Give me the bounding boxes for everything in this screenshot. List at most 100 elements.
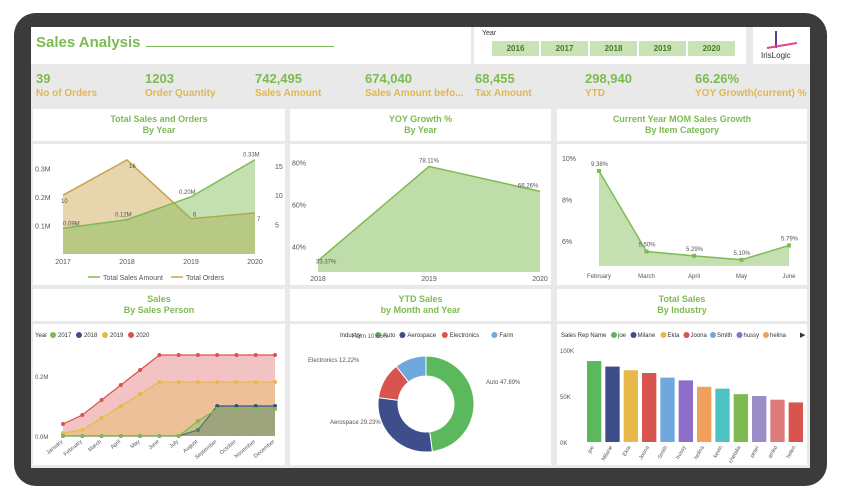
y-tick: 0K <box>560 441 567 447</box>
panel3-subtitle: By Item Category <box>644 125 720 135</box>
legend-label: Electronics <box>450 333 479 339</box>
bar-chetalia <box>733 394 748 442</box>
x-tick: 2019 <box>183 259 199 266</box>
legend-swatch <box>102 332 108 338</box>
kpi-salesbefore-label: Sales Amount befo... <box>365 88 464 99</box>
y-left-tick: 0.1M <box>35 223 51 230</box>
chart-sales-person: Year 2017 2018 2019 2020 0.0M 0.2M January Febru… <box>33 324 285 465</box>
bar-Ekta <box>623 370 638 442</box>
kpi-sales-value: 742,495 <box>255 71 302 86</box>
legend-label: joe <box>617 333 627 339</box>
series-point-2017 <box>118 434 123 438</box>
donut-slice-Auto <box>425 355 475 453</box>
year-button-2017[interactable]: 2017 <box>541 41 588 56</box>
bar-kevin <box>715 388 730 442</box>
series-point-2017 <box>80 434 85 438</box>
series-point-2019 <box>253 380 258 384</box>
series-point-2017 <box>253 407 258 411</box>
legend-title: Sales Rep Name <box>561 333 607 339</box>
x-tick: Smith <box>657 445 669 460</box>
series-point-2019 <box>195 380 200 384</box>
panel2-title: YOY Growth % <box>388 114 453 124</box>
series-point-2018 <box>195 428 200 432</box>
legend-swatch <box>630 332 637 338</box>
kpi-tax-value: 68,455 <box>475 71 515 86</box>
x-tick: June <box>782 274 796 280</box>
series-point-2017 <box>215 407 220 411</box>
mom-data-label: 5.50% <box>639 242 657 248</box>
panel4-title: Sales <box>147 294 171 304</box>
legend-swatch <box>611 332 617 338</box>
series-point-2019 <box>61 431 65 435</box>
mom-point <box>597 169 601 174</box>
series-point-2019 <box>157 380 162 384</box>
y-left-tick: 0.3M <box>35 166 51 173</box>
kpi-yoy-label: YOY Growth(current) % <box>695 88 807 99</box>
legend-label: 2018 <box>84 333 98 339</box>
panel-title-sales-orders: Total Sales and Orders By Year <box>33 109 285 141</box>
series-point-2020 <box>157 353 162 357</box>
legend-label: hussy <box>744 333 760 339</box>
series-point-2020 <box>253 353 258 357</box>
x-tick: April <box>688 274 700 280</box>
chart-industry-bars: Sales Rep Name joe Milane Ekta Joona Smith hus… <box>557 324 807 465</box>
x-tick: amko <box>767 445 779 460</box>
kpi-orders-value: 39 <box>36 71 51 86</box>
series-point-2017 <box>157 434 162 438</box>
mom-point <box>692 253 696 258</box>
x-tick: April <box>110 439 122 451</box>
mom-area <box>599 171 789 266</box>
series-point-2020 <box>138 368 143 372</box>
mom-point <box>739 257 744 262</box>
series-point-2017 <box>273 407 277 411</box>
x-tick: March <box>87 439 103 453</box>
orders-data-label: 7 <box>257 217 261 223</box>
mom-data-label: 5.10% <box>734 251 752 257</box>
series-point-2019 <box>176 380 181 384</box>
donut-label: Aerospace 29.23% <box>330 420 381 426</box>
x-tick: May <box>130 439 142 450</box>
donut-label: Electronics 12.22% <box>308 358 360 364</box>
x-tick: December <box>253 439 276 460</box>
y-tick: 40% <box>292 245 306 252</box>
x-tick: June <box>148 439 161 451</box>
panel4-subtitle: By Sales Person <box>123 305 195 315</box>
x-tick: helina <box>693 444 706 461</box>
legend-label: 2020 <box>136 333 150 339</box>
kpi-yoy-value: 66.26% <box>695 71 740 86</box>
year-button-2016[interactable]: 2016 <box>492 41 539 56</box>
legend-swatch <box>763 332 769 338</box>
x-tick: chetalia <box>728 444 743 464</box>
legend-label: Smith <box>717 333 732 339</box>
legend-swatch <box>375 332 381 338</box>
series-point-2019 <box>273 380 277 384</box>
year-button-2019[interactable]: 2019 <box>639 41 686 56</box>
panel1-title: Total Sales and Orders <box>110 114 208 124</box>
mom-point <box>787 243 791 248</box>
chart-mom-growth: 6% 8% 10% February March April May June 9.38% 5.5… <box>557 144 807 285</box>
orders-data-label: 16 <box>129 164 136 170</box>
series-line-2017 <box>63 408 275 437</box>
legend-swatch <box>736 332 743 338</box>
chart-ytd-donut: Industry Auto Aerospace Electronics Farm Auto… <box>290 324 551 465</box>
series-point-2017 <box>99 434 104 438</box>
y-right-tick: 10 <box>275 193 283 200</box>
panel-title-mom: Current Year MOM Sales Growth By Item Ca… <box>557 109 807 141</box>
bar-peter <box>752 396 767 442</box>
x-tick: 2018 <box>119 259 135 266</box>
page-title: Sales Analysis <box>36 34 141 51</box>
series-point-2017 <box>138 434 143 438</box>
orders-line <box>62 158 256 220</box>
x-tick: joe <box>587 445 596 455</box>
year-button-2018[interactable]: 2018 <box>590 41 637 56</box>
legend-orders-label: Total Orders <box>186 275 225 282</box>
legend-swatch <box>399 332 406 338</box>
legend-sales-label: Total Sales Amount <box>103 275 163 282</box>
x-tick: February <box>63 439 84 458</box>
y-tick: 80% <box>292 160 306 167</box>
series-point-2019 <box>215 380 220 384</box>
legend-swatch <box>660 332 667 338</box>
year-button-2020[interactable]: 2020 <box>688 41 735 56</box>
panel-title-salesperson: Sales By Sales Person <box>33 289 285 321</box>
series-point-2017 <box>195 419 200 423</box>
